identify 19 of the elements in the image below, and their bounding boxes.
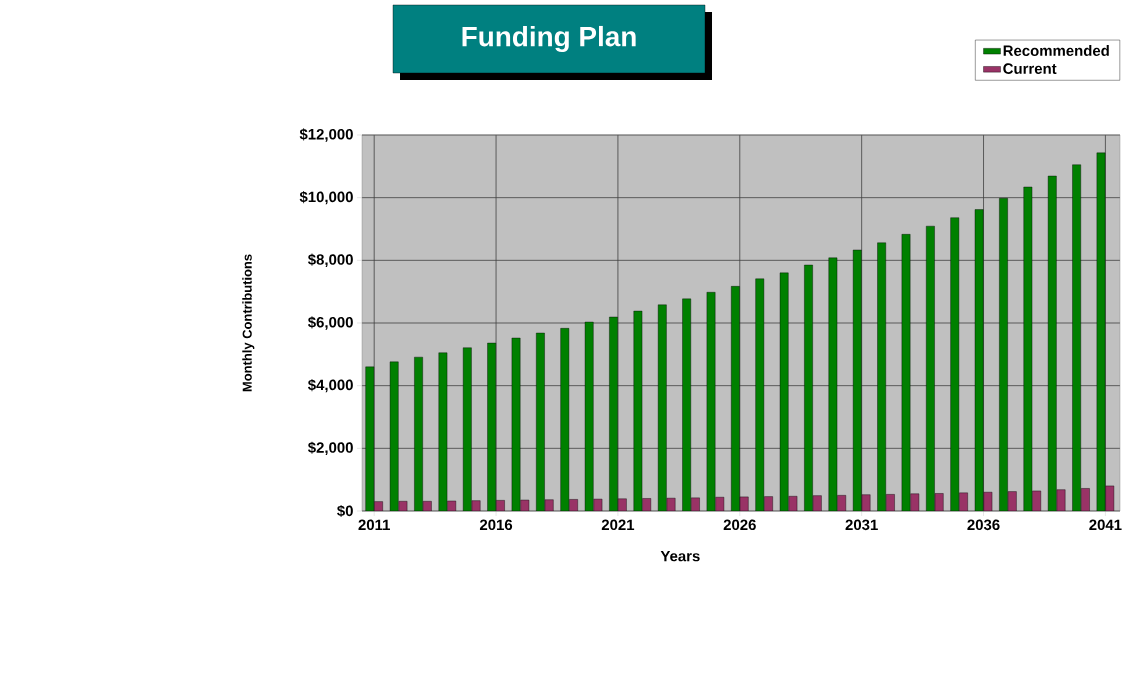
legend-label: Current (1003, 63, 1057, 74)
y-axis-title: Monthly Contributions (242, 254, 255, 392)
x-tick-label: 2021 (601, 519, 635, 531)
x-tick-label: 2031 (845, 519, 878, 531)
y-tick-label: $10,000 (299, 190, 353, 205)
legend-label: Recommended (1003, 45, 1109, 57)
y-tick-label: $8,000 (307, 253, 353, 268)
x-tick-label: 2026 (723, 519, 756, 531)
y-tick-label: $4,000 (307, 378, 353, 393)
y-tick-label: $6,000 (307, 316, 353, 330)
chart-title: Funding Plan (462, 25, 636, 53)
y-tick-label: $2,000 (307, 441, 353, 456)
x-tick-label: 2036 (967, 519, 1000, 531)
x-tick-label: 2011 (358, 519, 390, 531)
y-tick-label: $12,000 (299, 128, 353, 142)
x-axis-title: Years (660, 550, 700, 562)
y-tick-label: $0 (337, 504, 353, 518)
x-tick-label: 2016 (479, 519, 513, 531)
x-tick-label: 2041 (1089, 519, 1122, 531)
